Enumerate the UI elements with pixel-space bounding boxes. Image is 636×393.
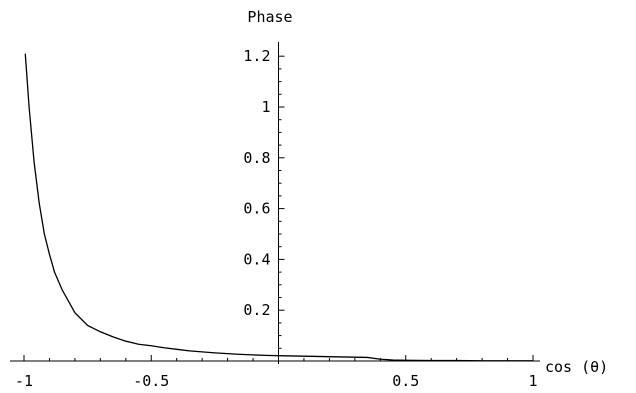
x-axis-title: cos (θ) — [545, 358, 608, 376]
x-tick-label: -1 — [15, 372, 33, 390]
y-tick-label: 1 — [261, 98, 270, 116]
y-tick-label: 0.8 — [243, 149, 270, 167]
x-tick-label: 1 — [528, 372, 537, 390]
y-tick-label: 0.6 — [243, 200, 270, 218]
x-tick-label: 0.5 — [392, 372, 419, 390]
y-axis-title: Phase — [247, 8, 292, 26]
series-line — [24, 53, 533, 362]
y-tick-label: 0.2 — [243, 301, 270, 319]
x-tick-label: -0.5 — [133, 372, 169, 390]
y-tick-label: 0.4 — [243, 250, 270, 268]
y-tick-label: 1.2 — [243, 47, 270, 65]
